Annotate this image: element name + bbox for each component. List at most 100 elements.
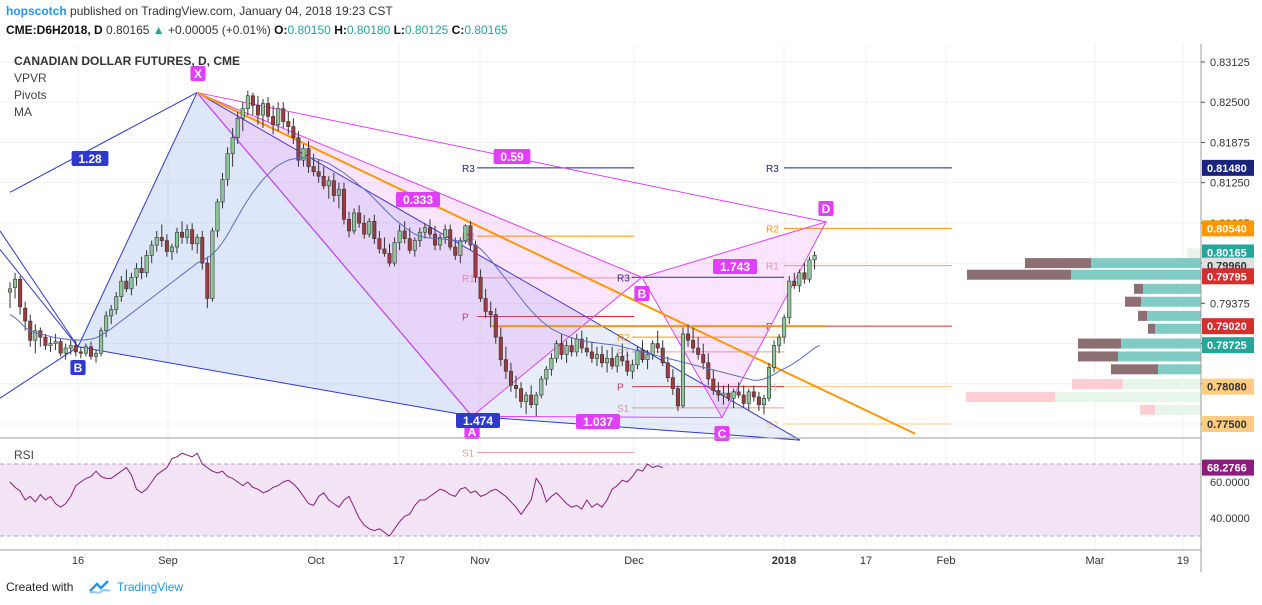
candle-body [468, 225, 473, 246]
candle-body [357, 212, 362, 224]
candle-body [260, 103, 265, 116]
rsi-path [9, 452, 663, 537]
published-text: published on TradingView.com, January 04… [70, 4, 393, 18]
candle-body [483, 298, 488, 312]
candle-body [331, 180, 336, 196]
candle-body [524, 394, 529, 402]
legend-item-pivots[interactable]: Pivots [14, 88, 47, 102]
candle-body [164, 240, 169, 252]
rsi-current-label: 68.2766 [1207, 463, 1247, 475]
vp-bin-up [1155, 323, 1201, 334]
candle-body [448, 229, 453, 248]
candle-body [240, 108, 245, 119]
open-label: O: [274, 23, 288, 37]
ratio-label-bg [493, 149, 531, 164]
candle-body [594, 354, 599, 359]
candle-body [422, 227, 427, 233]
price-marker-label: 0.78080 [1207, 382, 1247, 394]
vp-bin-down [1138, 310, 1147, 321]
candle-body [686, 333, 691, 341]
price-marker-bg [1202, 244, 1254, 261]
ratio-label: 1.28 [78, 152, 102, 166]
time-tick-label: Mar [1086, 555, 1105, 567]
rsi-tick-label: 40.0000 [1210, 513, 1250, 525]
vp-bin-up [1143, 283, 1201, 294]
vp-bin-light [1187, 248, 1201, 259]
candle-body [610, 358, 615, 367]
candle-body [367, 220, 372, 235]
candle-body [200, 237, 205, 264]
candle-body [766, 367, 771, 399]
candle-body [443, 229, 448, 238]
legend-item-vpvr[interactable]: VPVR [14, 71, 47, 85]
legend-item-ma[interactable]: MA [14, 105, 32, 119]
candle-body [650, 343, 655, 355]
ratio-label: 1.743 [720, 260, 750, 274]
username-link[interactable]: hopscotch [6, 4, 67, 18]
candle-body [746, 391, 751, 404]
time-axis[interactable]: 16 Sep Oct 17 Nov Dec 2018 17 Feb Mar 19 [72, 555, 1189, 567]
tradingview-logo-icon[interactable] [88, 578, 112, 596]
candle-body [33, 330, 38, 341]
candle-body [605, 358, 610, 364]
ratio-label: 1.474 [463, 414, 493, 428]
candle-body [347, 219, 352, 232]
candle-body [534, 394, 539, 405]
up-arrow-icon: ▲ [152, 23, 165, 37]
pivot-label: R1 [766, 262, 779, 273]
candle-body [266, 103, 271, 117]
candle-body [159, 237, 164, 241]
candle-body [271, 116, 276, 126]
chart-area[interactable]: R3R2R1PS1R3R2R1PS1R3R2R1PS1S2 1.28BXABCD… [0, 44, 1262, 572]
candle-body [630, 364, 635, 372]
price-axis[interactable]: 0.831250.825000.818750.812500.806250.800… [1201, 57, 1254, 432]
candle-body [129, 276, 134, 290]
price-marker-bg [1202, 268, 1254, 285]
price-marker-bg [1202, 337, 1254, 354]
price-marker-label: 0.81480 [1207, 163, 1247, 175]
ratio-label-bg [576, 414, 620, 429]
vp-bin-down [967, 269, 1071, 280]
candle-body [341, 188, 346, 220]
candle-body [68, 345, 73, 349]
candle-body [554, 343, 559, 359]
candle-body [139, 267, 144, 274]
vp-bin-down [1078, 338, 1121, 349]
rsi-title[interactable]: RSI [14, 448, 34, 462]
tradingview-link[interactable]: TradingView [117, 580, 184, 594]
rsi-current-bg [1202, 459, 1254, 476]
candle-body [549, 358, 554, 370]
pivot-label: R3 [462, 164, 475, 175]
candle-body [124, 280, 129, 290]
candle-body [377, 238, 382, 250]
candle-body [185, 229, 190, 238]
candle-body [180, 231, 185, 238]
vp-bin-down [1025, 258, 1091, 269]
candle-body [802, 272, 807, 280]
vp-bin-down [1072, 379, 1123, 390]
candle-body [772, 345, 777, 368]
rsi-axis: 60.0000 40.0000 68.2766 [1202, 459, 1254, 525]
candle-body [503, 359, 508, 372]
candle-body [382, 248, 387, 254]
candle-body [210, 230, 215, 299]
pivot-label: P [462, 313, 469, 324]
ratio-label: 0.333 [403, 193, 433, 207]
time-tick-label: 17 [860, 555, 872, 567]
candle-body [655, 343, 660, 349]
vp-bin-up [1123, 379, 1201, 390]
vp-bin-down [1134, 283, 1143, 294]
candle-body [559, 343, 564, 355]
ratio-label-bg [713, 259, 757, 274]
rsi-tick-label: 60.0000 [1210, 477, 1250, 489]
candle-body [731, 391, 736, 399]
candle-body [620, 356, 625, 362]
high-label: H: [334, 23, 347, 37]
candle-body [88, 346, 93, 357]
candle-body [751, 391, 756, 398]
candle-body [58, 341, 63, 354]
pivot-label: S1 [766, 383, 779, 394]
candle-body [281, 108, 286, 122]
vp-bin-up [1147, 310, 1201, 321]
candle-body [726, 392, 731, 399]
